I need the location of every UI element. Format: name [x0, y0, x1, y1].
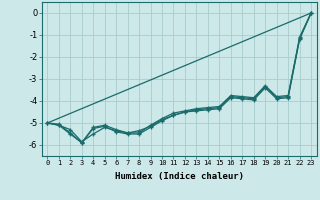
- X-axis label: Humidex (Indice chaleur): Humidex (Indice chaleur): [115, 172, 244, 181]
